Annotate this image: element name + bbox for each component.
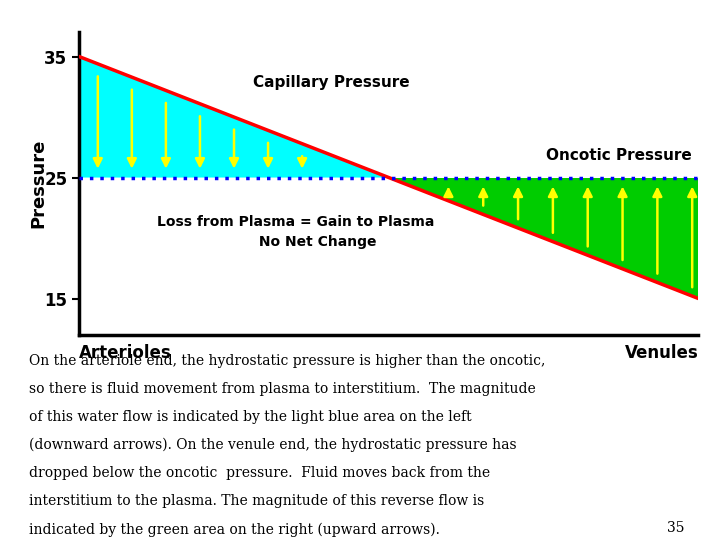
Text: On the arteriole end, the hydrostatic pressure is higher than the oncotic,: On the arteriole end, the hydrostatic pr… xyxy=(29,354,545,368)
Text: Arterioles: Arterioles xyxy=(79,345,172,362)
Text: interstitium to the plasma. The magnitude of this reverse flow is: interstitium to the plasma. The magnitud… xyxy=(29,494,484,508)
Polygon shape xyxy=(79,57,389,178)
Text: (downward arrows). On the venule end, the hydrostatic pressure has: (downward arrows). On the venule end, th… xyxy=(29,438,516,453)
Text: Capillary Pressure: Capillary Pressure xyxy=(253,75,409,90)
Text: indicated by the green area on the right (upward arrows).: indicated by the green area on the right… xyxy=(29,522,440,537)
Text: Loss from Plasma = Gain to Plasma
         No Net Change: Loss from Plasma = Gain to Plasma No Net… xyxy=(157,215,435,249)
Y-axis label: Pressure: Pressure xyxy=(30,139,48,228)
Text: Venules: Venules xyxy=(625,345,698,362)
Text: Oncotic Pressure: Oncotic Pressure xyxy=(546,148,692,163)
Polygon shape xyxy=(389,178,698,299)
Text: dropped below the oncotic  pressure.  Fluid moves back from the: dropped below the oncotic pressure. Flui… xyxy=(29,466,490,480)
Text: 35: 35 xyxy=(667,521,684,535)
Text: so there is fluid movement from plasma to interstitium.  The magnitude: so there is fluid movement from plasma t… xyxy=(29,382,536,396)
Text: of this water flow is indicated by the light blue area on the left: of this water flow is indicated by the l… xyxy=(29,410,472,424)
